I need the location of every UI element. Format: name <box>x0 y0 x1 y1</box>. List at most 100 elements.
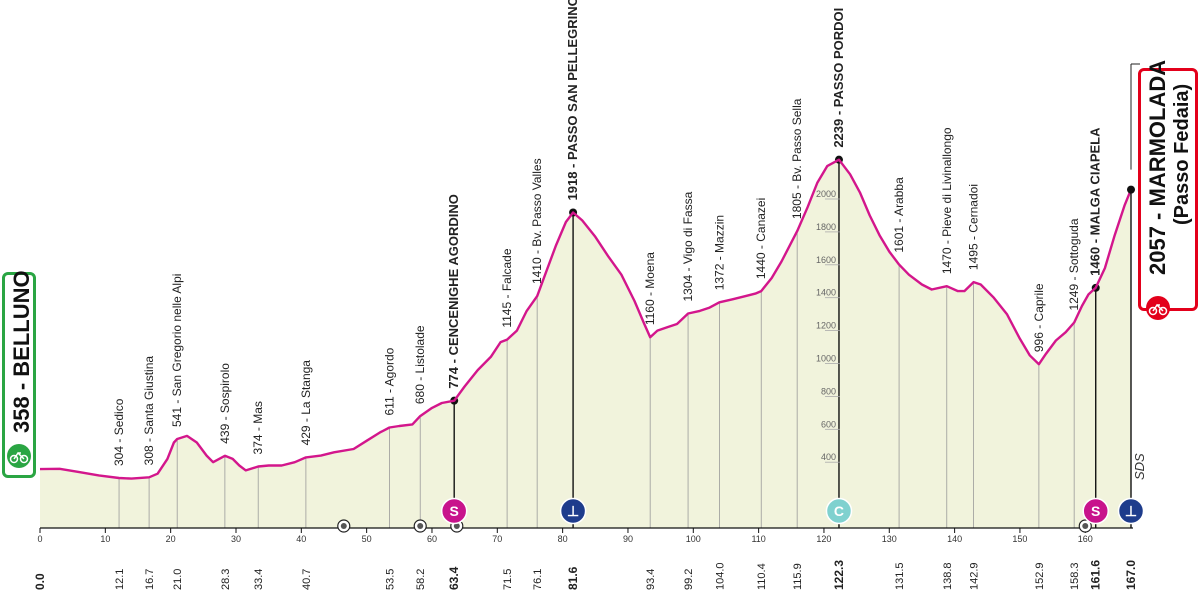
race-marker-icon: C <box>825 497 853 525</box>
race-marker-circle <box>1082 497 1109 525</box>
finish-box: 2057 - MARMOLADA (Passo Fedaia) <box>1138 60 1198 320</box>
bottom-km-label: 58.2 <box>415 569 427 590</box>
start-box: 358 - BELLUNO <box>2 270 36 478</box>
waypoint-label: 1249 - Sottoguda <box>1067 218 1081 310</box>
feed-zone-icon <box>1078 519 1092 533</box>
race-marker-icon: ⊥ <box>559 497 587 525</box>
bottom-km-label: 0.0 <box>33 573 47 590</box>
feed-zone-icon <box>413 519 427 533</box>
km-tick-label: 40 <box>296 534 306 544</box>
sds-logo: SDS <box>1132 453 1147 480</box>
bottom-km-label: 21.0 <box>172 569 184 590</box>
bottom-km-label: 28.3 <box>220 569 232 590</box>
km-tick-label: 100 <box>686 534 701 544</box>
waypoint-label: 1495 - Cernadoi <box>967 184 981 270</box>
race-marker-circle <box>825 497 853 525</box>
cyclist-icon <box>1146 296 1170 320</box>
waypoint-label: 1410 - Bv. Passo Valles <box>530 158 544 284</box>
profile-line <box>39 158 1133 480</box>
profile-area <box>40 159 1131 528</box>
altitude-tick-label: 2000 <box>816 189 836 199</box>
km-tick-label: 10 <box>100 534 110 544</box>
finish-dot <box>1127 185 1135 194</box>
bottom-km-label: 63.4 <box>447 566 461 590</box>
race-marker-icon: ⊥ <box>1117 497 1145 525</box>
altitude-tick-label: 800 <box>821 386 836 396</box>
race-marker-symbol: ⊥ <box>567 503 579 519</box>
feed-zone-core <box>1082 523 1089 529</box>
km-tick-label: 20 <box>166 534 176 544</box>
bottom-km-label: 110.4 <box>756 563 768 590</box>
altitude-tick-label: 1800 <box>816 222 836 232</box>
waypoint-label: 1470 - Pieve di Livinallongo <box>940 127 954 274</box>
altitude-tick-label: 1000 <box>816 354 836 364</box>
waypoint-label: 374 - Mas <box>251 401 265 454</box>
km-tick-label: 90 <box>623 534 633 544</box>
waypoint-label: 429 - La Stanga <box>299 360 313 446</box>
altitude-tick-label: 1200 <box>816 321 836 331</box>
waypoint-label: 1145 - Falcade <box>500 248 514 327</box>
bottom-km-label: 12.1 <box>114 569 126 590</box>
race-marker-icon: S <box>1082 497 1109 525</box>
race-marker-circle <box>559 497 587 525</box>
bottom-km-label: 152.9 <box>1034 562 1046 590</box>
waypoint-label: 774 - CENCENIGHE AGORDINO <box>446 194 461 389</box>
waypoint-label: 1304 - Vigo di Fassa <box>681 191 695 301</box>
race-marker-symbol: S <box>1091 503 1100 519</box>
bottom-km-label: 161.6 <box>1089 560 1103 590</box>
km-tick-label: 110 <box>751 534 765 544</box>
waypoint-label: 2239 - PASSO PORDOI <box>831 8 846 148</box>
bottom-km-label: 122.3 <box>832 560 846 590</box>
km-tick-label: 0 <box>37 534 42 544</box>
race-marker-symbol: S <box>450 503 459 519</box>
waypoint-label: 611 - Agordo <box>383 347 397 415</box>
km-tick-label: 130 <box>882 534 897 544</box>
bottom-km-label: 167.0 <box>1124 560 1138 590</box>
bottom-km-label: 158.3 <box>1069 562 1081 590</box>
altitude-tick-label: 400 <box>821 452 836 462</box>
waypoint-label: 304 - Sedico <box>112 398 126 466</box>
bottom-km-label: 81.6 <box>566 566 580 590</box>
km-tick-label: 70 <box>492 534 502 544</box>
bottom-km-label: 142.9 <box>969 562 981 590</box>
waypoint-label: 1372 - Mazzin <box>712 215 726 290</box>
km-tick-label: 160 <box>1078 534 1093 544</box>
km-tick-label: 120 <box>816 534 831 544</box>
waypoint-label: 1440 - Canazei <box>754 198 768 279</box>
waypoint-label: 996 - Caprile <box>1032 283 1046 352</box>
race-marker-icon: S <box>440 497 468 525</box>
bottom-km-label: 40.7 <box>301 569 313 590</box>
bottom-km-label: 16.7 <box>144 569 156 590</box>
altitude-tick-label: 1600 <box>816 255 836 265</box>
waypoint-label: 1460 - MALGA CIAPELA <box>1088 127 1103 276</box>
bottom-km-label: 104.0 <box>714 562 726 590</box>
waypoint-label: 1601 - Arabba <box>892 177 906 253</box>
waypoint-label: 680 - Listolade <box>413 325 427 404</box>
feed-zone-icon <box>337 519 351 533</box>
bottom-km-label: 33.4 <box>253 569 265 590</box>
start-label: 358 - BELLUNO <box>9 270 34 433</box>
waypoint-label: 1918 - PASSO SAN PELLEGRINO <box>565 0 580 200</box>
waypoint-label: 308 - Santa Giustina <box>142 356 156 466</box>
feed-zone-core <box>417 523 424 529</box>
altitude-tick-label: 600 <box>821 419 836 429</box>
km-tick-label: 150 <box>1012 534 1027 544</box>
km-tick-label: 30 <box>231 534 241 544</box>
altitude-tick-label: 1400 <box>816 288 836 298</box>
bottom-km-label: 131.5 <box>894 562 906 590</box>
km-tick-label: 140 <box>947 534 962 544</box>
bottom-km-label: 99.2 <box>683 569 695 590</box>
km-tick-label: 50 <box>362 534 372 544</box>
bottom-km-label: 76.1 <box>532 569 544 590</box>
bottom-km-label: 115.9 <box>792 563 804 590</box>
cyclist-icon <box>7 444 31 468</box>
race-marker-symbol: ⊥ <box>1125 503 1137 519</box>
bottom-km-label: 138.8 <box>942 562 954 590</box>
waypoint-label: 541 - San Gregorio nelle Alpi <box>170 274 184 427</box>
feed-zone-core <box>340 523 347 529</box>
race-marker-circle <box>1117 497 1145 525</box>
bottom-km-label: 93.4 <box>645 569 657 590</box>
finish-label: 2057 - MARMOLADA <box>1145 59 1170 275</box>
km-tick-label: 60 <box>427 534 437 544</box>
